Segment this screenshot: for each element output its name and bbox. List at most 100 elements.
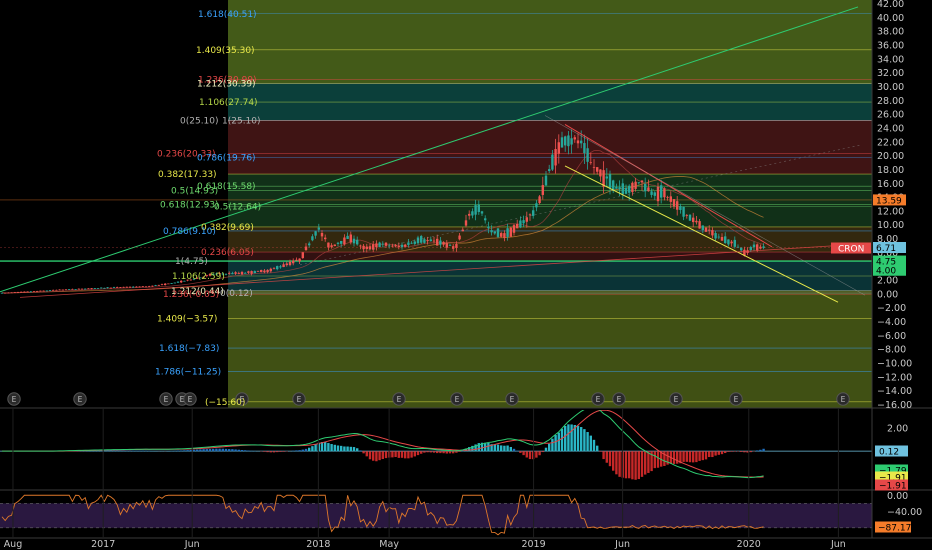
earnings-marker: E (292, 392, 306, 406)
rsi-pane[interactable] (0, 494, 872, 536)
candle-body (116, 287, 119, 288)
candle-body (551, 154, 554, 170)
earnings-icon (159, 392, 173, 406)
earnings-marker: E (392, 392, 406, 406)
time-tick-label: Aug (4, 539, 23, 550)
macd-histogram-bar (589, 435, 592, 452)
macd-pane[interactable] (0, 408, 872, 480)
candle-body (711, 230, 714, 236)
candle-body (544, 175, 548, 186)
candle-body (221, 273, 224, 275)
macd-histogram-bar (711, 451, 714, 458)
time-tick-label: 2020 (737, 539, 761, 550)
symbol-badge (831, 242, 871, 254)
fib-label: 1(25.10) (222, 116, 261, 126)
macd-badge (875, 479, 908, 491)
candle-body (637, 182, 640, 184)
macd-histogram-bar (704, 451, 708, 460)
candle-body (327, 242, 330, 248)
macd-histogram-bar (333, 444, 336, 452)
candle-body (503, 233, 506, 238)
candle-body (228, 272, 231, 274)
candle-body (429, 239, 432, 242)
rsi-badge-label: −87.17 (878, 524, 911, 534)
macd-histogram-bar (496, 444, 500, 452)
macd-histogram-bar (413, 451, 416, 457)
candle-body (180, 280, 183, 283)
candle-body (183, 280, 186, 282)
macd-histogram-bar (653, 451, 656, 469)
candle-body (676, 201, 679, 210)
candle-body (288, 261, 292, 266)
candle-body (535, 203, 538, 208)
candle-body (218, 273, 221, 274)
macd-histogram-bar (266, 451, 269, 453)
macd-histogram-bar (583, 429, 586, 452)
candle-body (340, 240, 343, 244)
candle-body (608, 173, 612, 189)
candle-body (205, 275, 208, 277)
macd-histogram-bar (234, 449, 237, 452)
earnings-icon (505, 392, 519, 406)
candle-body (234, 272, 237, 274)
macd-histogram-bar (314, 444, 317, 452)
macd-histogram-bar (359, 450, 362, 452)
price-badge-label: 4.00 (876, 267, 896, 277)
fib-zone (228, 252, 872, 262)
candle-body (61, 289, 64, 291)
earnings-marker: E (612, 392, 626, 406)
macd-histogram-bar (618, 451, 621, 477)
price-tick-label: 28.00 (877, 96, 904, 107)
candle-body (442, 242, 445, 245)
candle-body (132, 286, 135, 288)
price-badge (873, 264, 906, 276)
candle-body (400, 244, 404, 248)
candle-body (292, 260, 295, 264)
macd-histogram-bar (231, 449, 234, 452)
macd-histogram-bar (487, 442, 490, 452)
macd-histogram-bar (548, 443, 551, 452)
macd-histogram-bar (592, 439, 596, 452)
earnings-icon (729, 392, 743, 406)
time-tick-label: 2019 (521, 539, 545, 550)
candle-body (7, 292, 10, 294)
earnings-icon (183, 392, 197, 406)
candle-body (480, 211, 484, 214)
macd-histogram-bar (103, 450, 106, 452)
candle-body (445, 243, 448, 248)
candle-body (71, 288, 74, 290)
candle-body (532, 210, 535, 216)
macd-line (2, 410, 764, 479)
fib-label: 0.236(20.33) (157, 149, 216, 159)
macd-histogram-bar (327, 443, 330, 452)
candle-body (736, 246, 740, 248)
candle-body (407, 242, 410, 245)
macd-histogram-bar (612, 451, 615, 471)
macd-histogram-bar (237, 449, 240, 452)
candle-body (45, 290, 48, 292)
macd-histogram-bar (528, 451, 532, 460)
candle-body (215, 273, 218, 275)
macd-histogram-bar (282, 451, 285, 452)
earnings-icon (7, 392, 21, 406)
price-badge-label: 6.71 (876, 244, 896, 254)
macd-tick-label: 2.00 (887, 424, 908, 435)
macd-histogram-bar (420, 451, 423, 454)
candle-body (580, 140, 583, 144)
macd-histogram-bar (567, 424, 570, 452)
candle-body (468, 213, 471, 216)
macd-histogram-bar (356, 448, 359, 452)
candle-body (39, 290, 42, 292)
candle-body (612, 180, 615, 191)
candle-body (650, 191, 653, 195)
candle-body (0, 292, 4, 294)
candle-body (96, 288, 100, 289)
candle-body (119, 287, 122, 288)
macd-histogram-bar (295, 450, 298, 452)
macd-histogram-bar (410, 451, 413, 458)
candle-body (560, 137, 564, 148)
candle-body (487, 226, 490, 229)
trendline-upper (564, 124, 773, 248)
